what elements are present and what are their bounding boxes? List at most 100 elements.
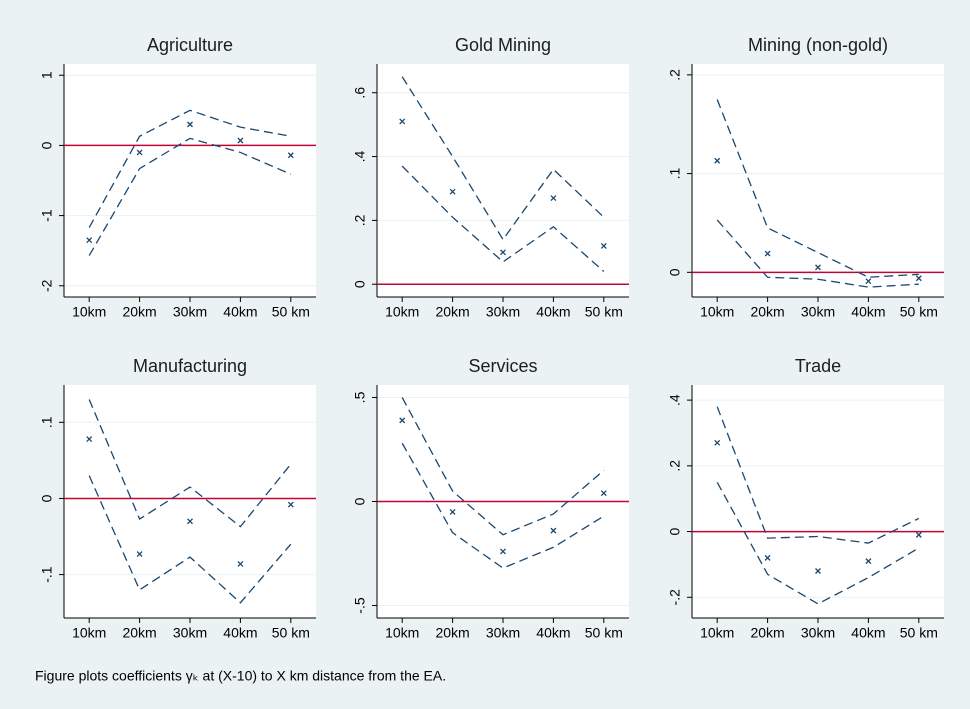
x-tick-label: 30km — [486, 625, 520, 641]
marker — [600, 242, 607, 249]
x-tick-label: 20km — [750, 625, 784, 641]
y-tick-label: .1 — [667, 168, 683, 180]
y-tick-label: .4 — [352, 151, 368, 163]
y-tick-label: -1 — [39, 209, 55, 222]
marker — [915, 275, 922, 282]
marker — [915, 531, 922, 538]
x-tick-label: 10km — [72, 304, 106, 320]
ci-line — [401, 397, 605, 536]
ci-line — [401, 442, 605, 569]
marker — [86, 436, 93, 443]
marker — [550, 527, 557, 534]
panel-title: Mining (non-gold) — [748, 35, 888, 55]
y-tick-label: 0 — [352, 497, 368, 505]
ci-line — [88, 399, 292, 528]
marker — [714, 157, 721, 164]
plot-region — [692, 64, 944, 297]
x-tick-label: 40km — [223, 625, 257, 641]
x-tick-label: 40km — [851, 304, 885, 320]
x-tick-label: 10km — [700, 304, 734, 320]
marker — [136, 149, 143, 156]
y-tick-label: -.5 — [352, 597, 368, 614]
ci-line — [401, 165, 605, 272]
marker — [815, 568, 821, 574]
y-tick-label: 0 — [39, 141, 55, 149]
y-tick-label: 0 — [352, 280, 368, 288]
marker — [136, 551, 143, 557]
x-tick-label: 50 km — [585, 304, 623, 320]
marker — [287, 152, 294, 159]
x-tick-label: 10km — [72, 625, 106, 641]
marker — [237, 137, 244, 144]
x-tick-label: 50 km — [585, 625, 623, 641]
panel-title: Gold Mining — [455, 35, 551, 55]
ci-line — [716, 219, 919, 288]
plot-region — [377, 64, 629, 297]
x-tick-label: 50 km — [272, 304, 310, 320]
marker — [865, 278, 872, 285]
x-tick-label: 30km — [801, 625, 835, 641]
ci-line — [88, 475, 292, 604]
plot-region — [64, 64, 316, 297]
marker — [500, 548, 506, 555]
marker — [449, 188, 456, 195]
x-tick-label: 40km — [536, 625, 570, 641]
ci-line — [401, 76, 605, 241]
x-tick-label: 50 km — [900, 304, 938, 320]
y-tick-label: .2 — [667, 460, 683, 472]
marker — [287, 501, 294, 508]
y-tick-label: 0 — [667, 527, 683, 535]
x-tick-label: 30km — [801, 304, 835, 320]
y-tick-label: 0 — [39, 494, 55, 502]
x-tick-label: 30km — [173, 625, 207, 641]
ci-line — [716, 481, 920, 605]
marker — [399, 118, 406, 125]
ci-line — [716, 99, 919, 278]
plot-region — [692, 385, 944, 618]
marker — [399, 417, 406, 424]
y-tick-label: -2 — [39, 279, 55, 292]
x-tick-label: 10km — [385, 625, 419, 641]
panel-title: Services — [468, 356, 537, 376]
marker — [449, 508, 456, 515]
x-tick-label: 40km — [536, 304, 570, 320]
ci-line — [716, 406, 920, 544]
marker — [187, 121, 193, 128]
x-tick-label: 20km — [750, 304, 784, 320]
marker — [86, 237, 93, 244]
marker — [237, 560, 244, 567]
y-tick-label: .5 — [352, 391, 368, 403]
x-tick-label: 40km — [223, 304, 257, 320]
panel-title: Agriculture — [147, 35, 233, 55]
x-tick-label: 40km — [851, 625, 885, 641]
x-tick-label: 20km — [122, 625, 156, 641]
x-tick-label: 20km — [122, 304, 156, 320]
x-tick-label: 20km — [435, 625, 469, 641]
x-tick-label: 30km — [173, 304, 207, 320]
x-tick-label: 30km — [486, 304, 520, 320]
panel-title: Manufacturing — [133, 356, 247, 376]
marker — [714, 439, 721, 446]
plot-region — [64, 385, 316, 618]
y-tick-label: -.1 — [39, 566, 55, 583]
y-tick-label: .6 — [352, 87, 368, 99]
x-tick-label: 10km — [385, 304, 419, 320]
marker — [865, 558, 872, 565]
panel-title: Trade — [795, 356, 841, 376]
y-tick-label: .1 — [39, 416, 55, 428]
y-tick-label: 0 — [667, 268, 683, 276]
ci-line — [88, 109, 291, 228]
x-tick-label: 10km — [700, 625, 734, 641]
y-tick-label: .2 — [667, 69, 683, 81]
marker — [550, 195, 557, 202]
marker — [815, 264, 821, 271]
caption: Figure plots coefficients γₖ at (X-10) t… — [35, 668, 446, 684]
marker — [764, 250, 771, 257]
y-tick-label: -.2 — [667, 589, 683, 606]
marker — [500, 249, 506, 256]
y-tick-label: .4 — [667, 394, 683, 406]
x-tick-label: 50 km — [272, 625, 310, 641]
x-tick-label: 20km — [435, 304, 469, 320]
